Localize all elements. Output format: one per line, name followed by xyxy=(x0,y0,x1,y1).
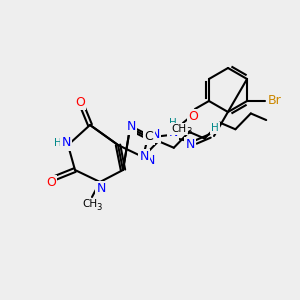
Text: 3: 3 xyxy=(186,128,191,136)
Text: O: O xyxy=(188,110,198,124)
Text: 3: 3 xyxy=(96,202,101,211)
Text: N: N xyxy=(96,182,106,196)
Text: H: H xyxy=(54,138,62,148)
Text: H: H xyxy=(169,118,177,128)
Text: N: N xyxy=(185,139,195,152)
Text: N: N xyxy=(126,121,136,134)
Text: O: O xyxy=(75,95,85,109)
Text: C: C xyxy=(145,130,153,143)
Text: O: O xyxy=(46,176,56,190)
Text: N: N xyxy=(150,128,160,142)
Text: Br: Br xyxy=(268,94,282,107)
Text: N: N xyxy=(61,136,71,149)
Text: N: N xyxy=(145,154,155,167)
Text: N: N xyxy=(139,151,149,164)
Text: CH: CH xyxy=(82,199,98,209)
Text: N: N xyxy=(139,151,149,164)
Text: N: N xyxy=(168,127,178,140)
Text: CH: CH xyxy=(171,124,187,134)
Text: H: H xyxy=(211,123,219,133)
